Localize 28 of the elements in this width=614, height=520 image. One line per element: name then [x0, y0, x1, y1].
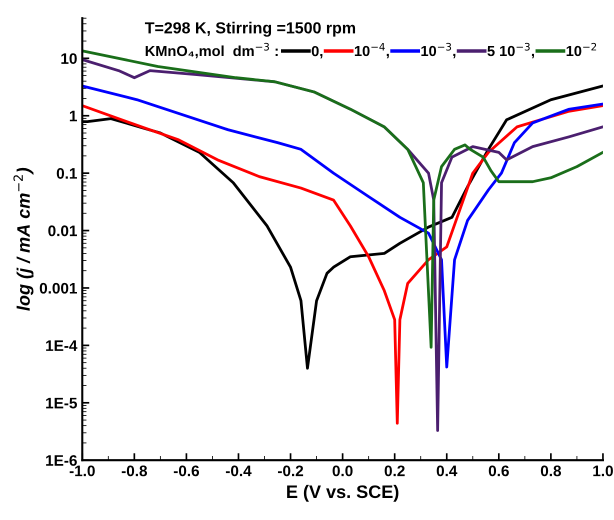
y-axis-title: log (j / mA cm$^{−2}$)	[13, 168, 34, 311]
x-tick-label: -0.4	[226, 465, 252, 476]
y-tick-label: 0.01	[48, 225, 77, 236]
x-tick-label: -0.6	[174, 465, 200, 476]
x-tick-label: 0.0	[332, 465, 353, 476]
legend-label: 10$^{−2}$	[566, 42, 596, 56]
x-tick-label: -0.2	[278, 465, 304, 476]
x-axis-title: E (V vs. SCE)	[287, 484, 398, 502]
chart-title: T=298 K, Stirring =1500 rpm	[144, 22, 356, 37]
legend-title: KMnO₄,mol dm$^{−3}$ :	[146, 42, 278, 58]
y-tick-label: 0.1	[56, 168, 77, 179]
x-tick-label: 0.6	[488, 465, 509, 476]
y-tick-label: 0.001	[40, 282, 77, 294]
y-tick-label: 1E-4	[46, 340, 78, 351]
y-tick-label: 1E-6	[46, 455, 77, 466]
x-tick-label: -0.8	[122, 465, 148, 476]
legend-label: 10$^{−3}$,	[421, 42, 456, 58]
y-tick-label: 1	[70, 110, 77, 122]
x-tick-label: 0.2	[384, 465, 405, 476]
x-tick-label: -1.0	[70, 465, 95, 476]
legend-label: 5 10$^{−3}$,	[487, 42, 534, 58]
x-tick-label: 0.4	[436, 465, 458, 476]
y-tick-label: 1E-5	[46, 398, 77, 408]
x-tick-label: 1.0	[593, 465, 613, 476]
y-tick-label: 10	[61, 53, 77, 64]
x-tick-label: 0.8	[540, 465, 562, 476]
legend-label: 0,	[312, 46, 322, 58]
legend-label: 10$^{−4}$,	[354, 43, 389, 58]
